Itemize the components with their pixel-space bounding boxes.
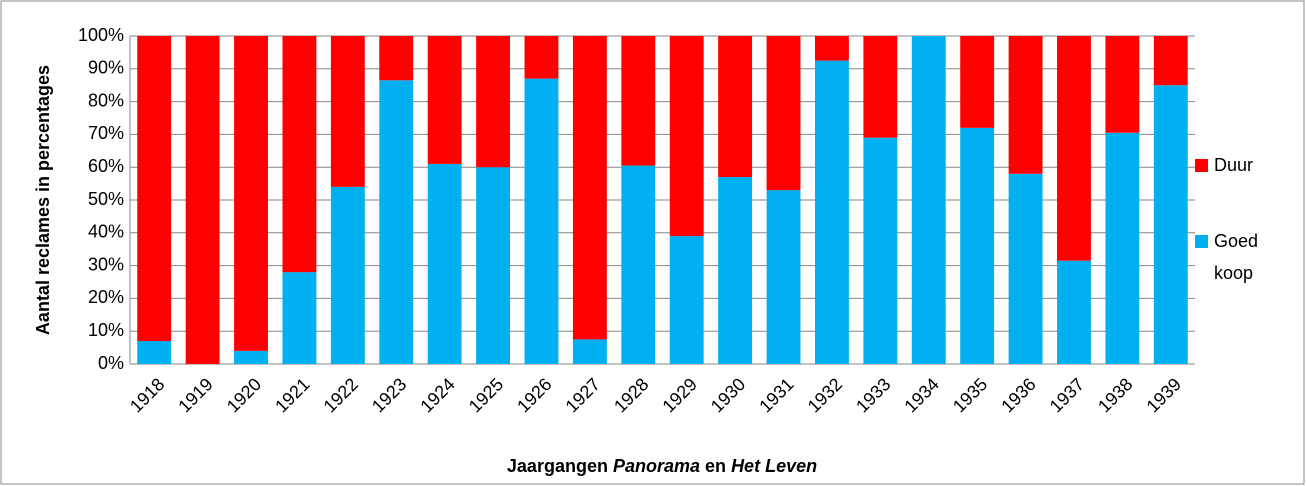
- y-tick-label: 60%: [88, 156, 124, 176]
- y-tick-label: 70%: [88, 123, 124, 143]
- bar-segment: [960, 127, 995, 364]
- bar-segment: [572, 339, 607, 364]
- x-title-part: en: [705, 456, 726, 476]
- bar-segment: [669, 36, 704, 237]
- bar-segment: [1153, 36, 1188, 86]
- bar-segment: [621, 36, 656, 166]
- bar-segment: [234, 350, 268, 364]
- y-tick-label: 50%: [88, 189, 124, 209]
- y-tick-label: 40%: [88, 222, 124, 242]
- bar-segment: [282, 36, 317, 273]
- y-tick-label: 90%: [88, 58, 124, 78]
- bar-segment: [718, 36, 753, 178]
- bar-segment: [766, 36, 801, 191]
- bar-segment: [1008, 36, 1043, 174]
- bar-segment: [330, 186, 365, 364]
- y-tick-label: 80%: [88, 90, 124, 110]
- bar-segment: [1008, 173, 1043, 364]
- bar-segment: [137, 341, 172, 364]
- y-tick-label: 0%: [98, 353, 124, 373]
- y-tick-label: 30%: [88, 254, 124, 274]
- bar-segment: [1057, 260, 1091, 364]
- y-axis-title: Aantal reclames in percentages: [33, 65, 53, 335]
- bar-segment: [718, 177, 753, 364]
- legend-item: Duur: [1214, 155, 1254, 175]
- bar-segment: [911, 36, 946, 364]
- bar-segment: [427, 36, 462, 164]
- x-title-part: Jaargangen: [507, 456, 608, 476]
- legend-swatch: [1195, 235, 1208, 248]
- bar-segment: [476, 36, 511, 168]
- bar-segment: [766, 190, 801, 364]
- bar-segment: [379, 80, 414, 364]
- bar-segment: [621, 165, 656, 364]
- x-title-part: Panorama: [613, 456, 700, 476]
- y-tick-label: 20%: [88, 287, 124, 307]
- bar-segment: [814, 36, 849, 61]
- x-axis-title: Jaargangen Panorama en Het Leven: [507, 456, 817, 476]
- bar-segment: [1105, 36, 1140, 133]
- bar-segment: [1105, 132, 1140, 364]
- bar-segment: [379, 36, 414, 81]
- bar-segment: [572, 36, 607, 340]
- y-tick-label: 10%: [88, 320, 124, 340]
- legend-label: Goed koop: [1214, 231, 1259, 283]
- bar-segment: [863, 36, 898, 138]
- x-title-part: Het Leven: [731, 456, 817, 476]
- bar-segment: [282, 272, 317, 364]
- legend-swatch: [1195, 159, 1208, 172]
- bar-segment: [863, 137, 898, 364]
- bar-segment: [427, 163, 462, 364]
- bar-segment: [476, 167, 511, 364]
- bar-segment: [669, 236, 704, 364]
- legend-item: Goed koop: [1214, 231, 1259, 283]
- bar-segment: [1153, 85, 1188, 364]
- y-tick-label: 100%: [78, 25, 124, 45]
- bar-segment: [137, 36, 172, 342]
- bar-segment: [1057, 36, 1091, 261]
- bar-segment: [524, 36, 559, 79]
- bar-segment: [814, 60, 849, 364]
- bar-segment: [524, 78, 559, 364]
- bar-segment: [185, 36, 220, 364]
- bar-segment: [330, 36, 365, 187]
- bar-segment: [960, 36, 995, 128]
- bar-segment: [234, 36, 268, 351]
- legend-label: Duur: [1214, 155, 1254, 175]
